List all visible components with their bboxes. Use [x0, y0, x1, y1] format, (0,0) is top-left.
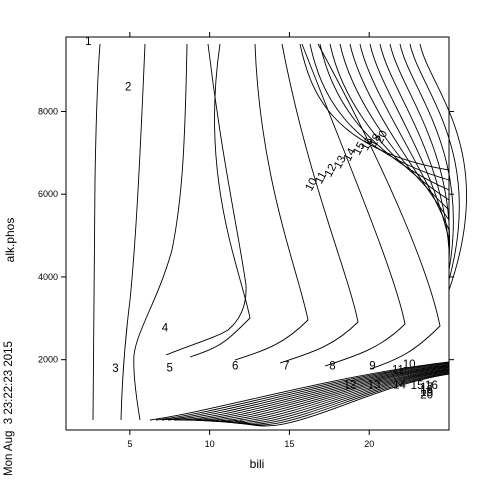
contour-line — [149, 361, 450, 421]
contour-label: 19 — [420, 387, 433, 399]
contour-line — [399, 43, 454, 271]
contour-line — [167, 363, 450, 421]
contour-line — [197, 367, 450, 422]
contour-line — [349, 43, 450, 221]
y-tick-label: 2000 — [38, 355, 58, 365]
contour-line — [189, 43, 251, 358]
contour-label: 1 — [85, 36, 91, 48]
contour-label: 18 — [367, 132, 384, 149]
x-axis-label: bili — [250, 457, 265, 471]
contour-line — [369, 43, 450, 241]
contour-line — [239, 373, 450, 427]
contour-line — [92, 43, 101, 421]
contour-line — [161, 363, 450, 421]
contour-label: 6 — [232, 361, 238, 373]
contour-label: 9 — [369, 360, 375, 372]
contour-line — [173, 364, 450, 421]
contour-label: 3 — [112, 363, 118, 375]
timestamp-stamp: Mon Aug 3 23:22:23 2015 — [3, 341, 15, 476]
contour-line — [389, 43, 451, 261]
contour-label: 2 — [125, 82, 131, 94]
y-tick-label: 8000 — [38, 106, 58, 116]
x-tick-label: 5 — [127, 439, 132, 449]
contour-label: 10 — [303, 176, 320, 193]
contour-line — [339, 43, 450, 211]
contour-line — [185, 366, 450, 421]
contour-label: 8 — [329, 360, 335, 372]
contour-line — [319, 43, 450, 191]
contour-label: 12 — [323, 162, 340, 179]
x-tick-label: 15 — [284, 439, 294, 449]
contour-line — [301, 43, 406, 367]
contour-label: 15 — [411, 380, 424, 392]
y-axis-label: alk.phos — [3, 218, 17, 263]
contour-line — [419, 43, 467, 291]
contour-lines — [92, 43, 467, 427]
contour-label: 13 — [332, 154, 349, 171]
contour-label: 20 — [420, 389, 433, 401]
contour-line — [234, 43, 309, 361]
contour-line — [191, 367, 450, 422]
plot-frame — [65, 36, 450, 431]
contour-label: 17 — [420, 382, 433, 394]
contour-label: 16 — [425, 380, 438, 392]
contour-line — [409, 43, 460, 281]
contour-line — [179, 365, 450, 421]
contour-line — [309, 43, 450, 181]
x-tick-label: 10 — [205, 439, 215, 449]
contour-line — [120, 43, 146, 421]
contour-label: 13 — [368, 379, 381, 391]
contour-label: 11 — [392, 364, 404, 376]
contour-line — [379, 43, 450, 251]
contour-line — [359, 43, 450, 231]
contour-line — [165, 43, 247, 356]
contour-label: 11 — [313, 170, 329, 186]
contour-label: 14 — [393, 379, 406, 391]
contour-label: 14 — [342, 146, 359, 163]
contour-label: 7 — [283, 360, 289, 372]
contour-label: 16 — [359, 136, 376, 153]
contour-line — [317, 43, 441, 370]
contour-label: 18 — [420, 384, 433, 396]
y-tick-label: 6000 — [38, 189, 58, 199]
contour-label: 12 — [344, 379, 357, 391]
contour-label: 5 — [167, 362, 173, 374]
contour-line — [155, 362, 450, 421]
y-tick-label: 4000 — [38, 272, 58, 282]
contour-line — [133, 43, 188, 421]
contour-label: 10 — [403, 359, 416, 371]
contour-line — [279, 43, 359, 364]
contour-label: 20 — [374, 129, 391, 146]
contour-label: 15 — [351, 140, 368, 157]
contour-label: 4 — [162, 322, 169, 334]
x-tick-label: 20 — [364, 439, 374, 449]
